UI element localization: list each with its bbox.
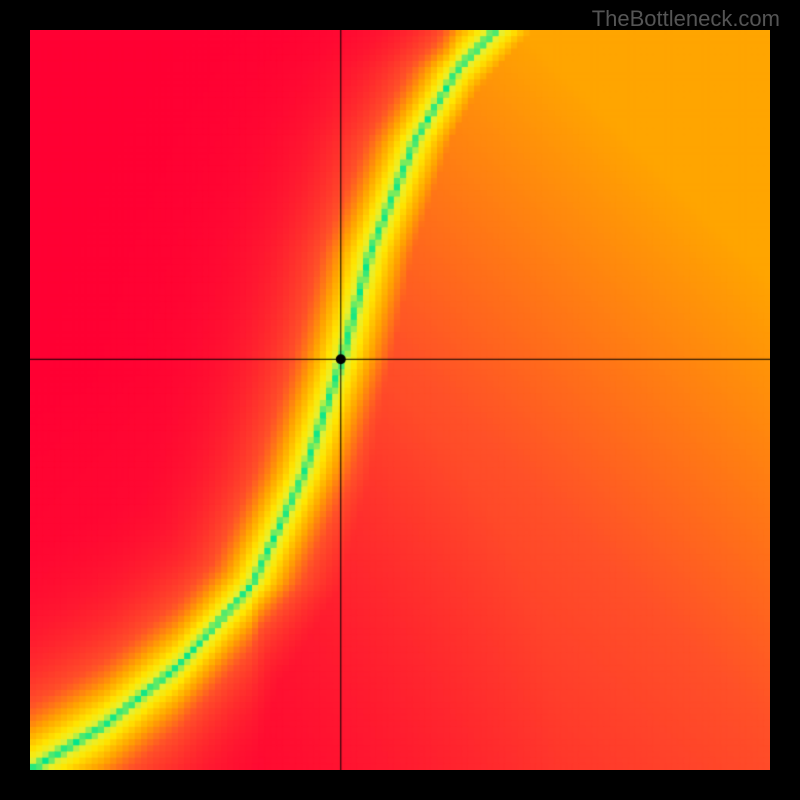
watermark-text: TheBottleneck.com (592, 6, 780, 32)
bottleneck-heatmap (30, 30, 770, 770)
